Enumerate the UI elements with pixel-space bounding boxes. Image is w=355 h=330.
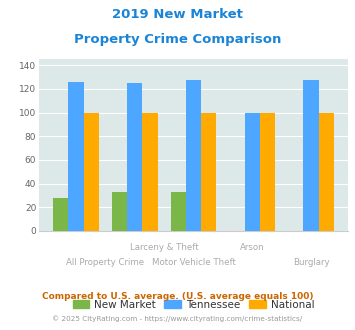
Legend: New Market, Tennessee, National: New Market, Tennessee, National	[72, 300, 315, 310]
Text: 2019 New Market: 2019 New Market	[112, 8, 243, 21]
Text: Compared to U.S. average. (U.S. average equals 100): Compared to U.S. average. (U.S. average …	[42, 292, 313, 301]
Text: Arson: Arson	[240, 243, 264, 252]
Bar	[112, 192, 127, 231]
Text: Burglary: Burglary	[293, 258, 329, 267]
Bar	[69, 82, 84, 231]
Text: Larceny & Theft: Larceny & Theft	[130, 243, 198, 252]
Bar	[170, 192, 186, 231]
Bar	[53, 198, 69, 231]
Bar	[303, 80, 318, 231]
Text: All Property Crime: All Property Crime	[66, 258, 144, 267]
Bar	[245, 113, 260, 231]
Bar	[142, 113, 158, 231]
Bar	[260, 113, 275, 231]
Text: © 2025 CityRating.com - https://www.cityrating.com/crime-statistics/: © 2025 CityRating.com - https://www.city…	[53, 315, 302, 322]
Text: Property Crime Comparison: Property Crime Comparison	[74, 33, 281, 46]
Bar	[201, 113, 217, 231]
Text: Motor Vehicle Theft: Motor Vehicle Theft	[152, 258, 235, 267]
Bar	[127, 83, 142, 231]
Bar	[318, 113, 334, 231]
Bar	[84, 113, 99, 231]
Bar	[186, 80, 201, 231]
